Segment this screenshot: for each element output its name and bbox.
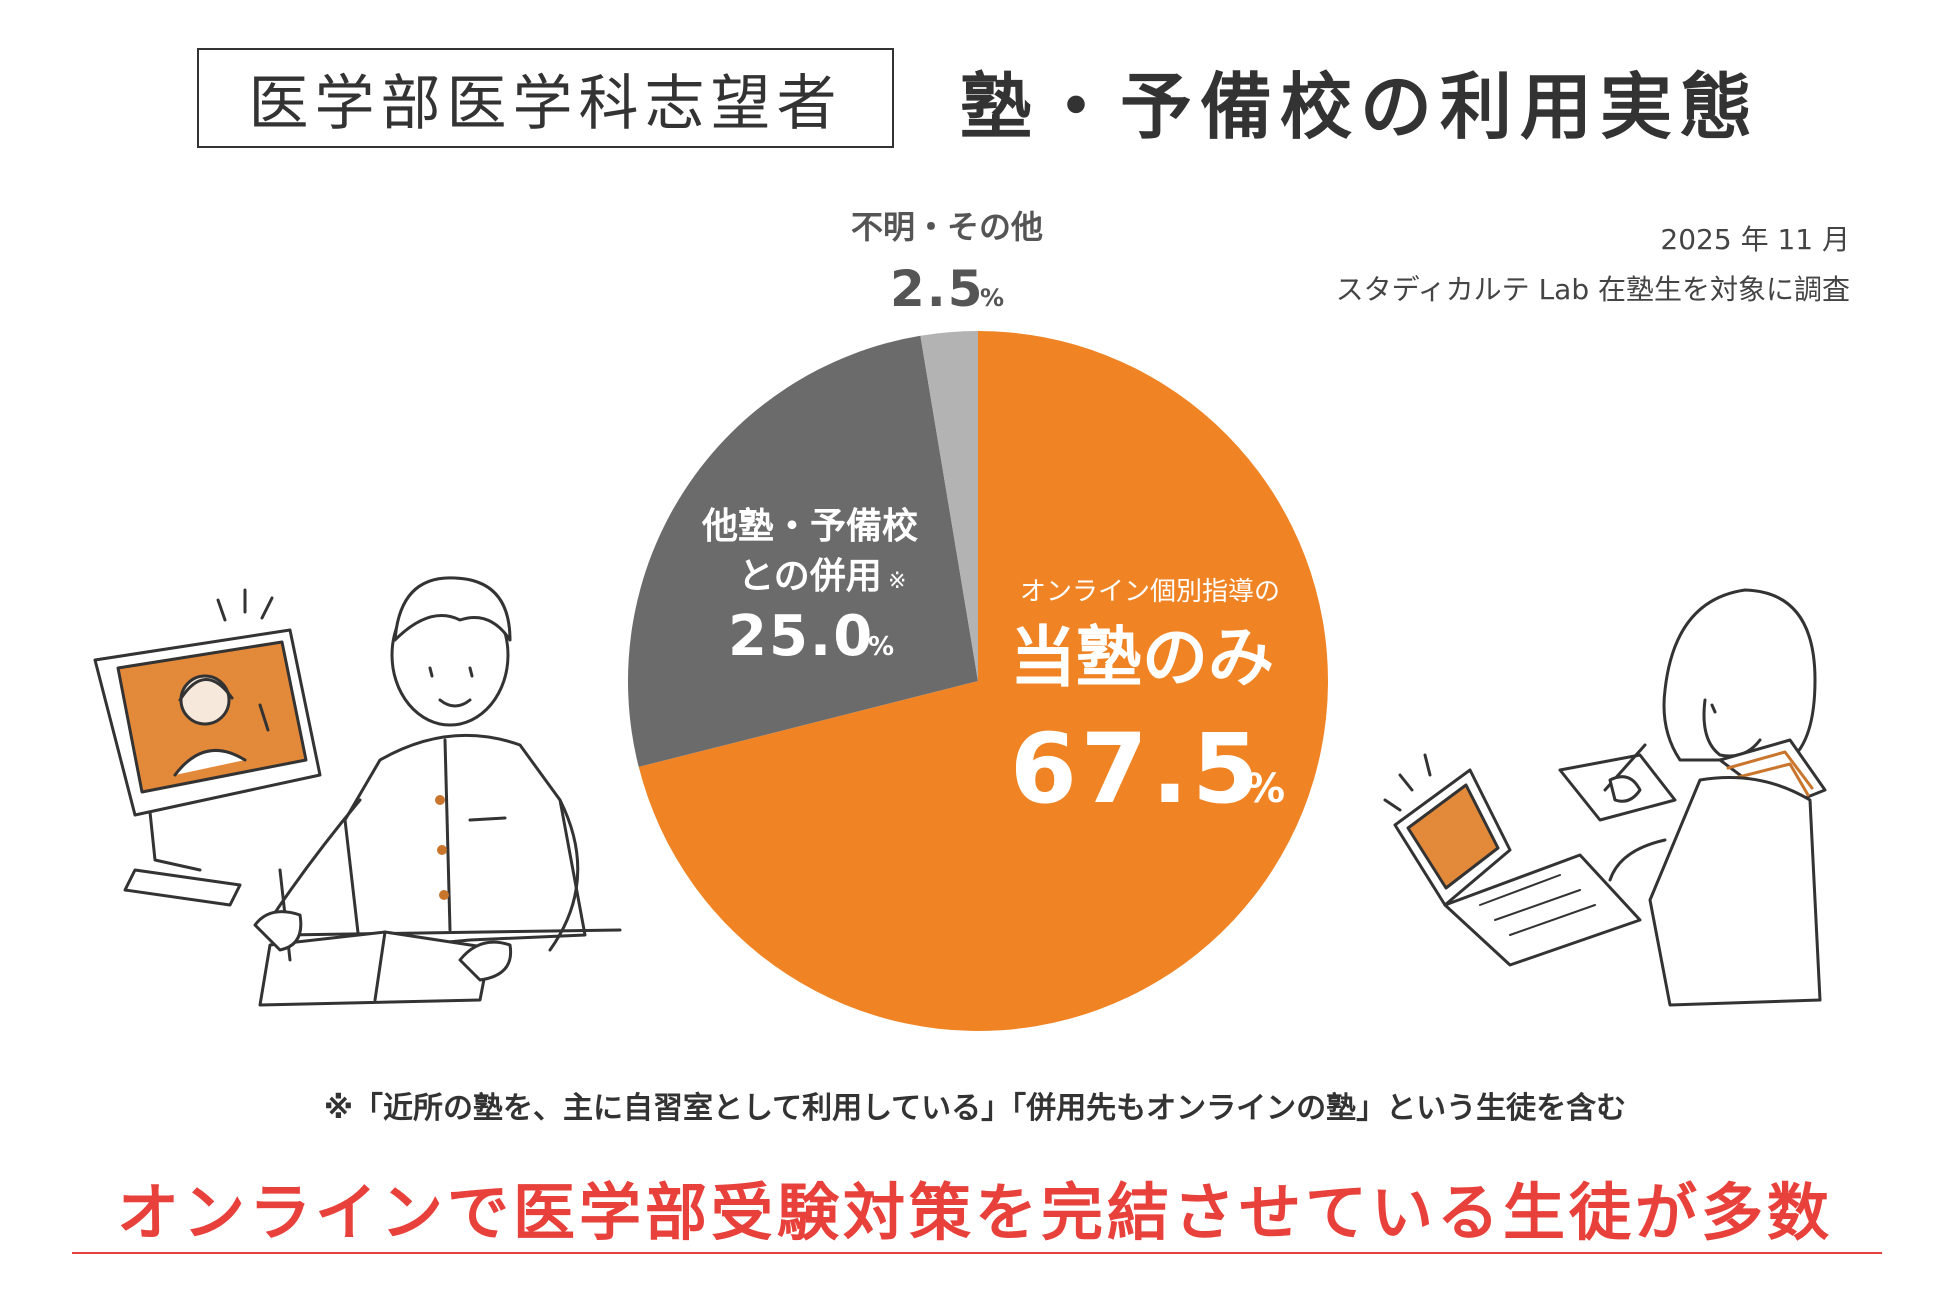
slice-main-unit: % — [1245, 766, 1285, 812]
slice-combined-label-line1: 他塾・予備校 — [701, 506, 918, 547]
survey-date: 2025 年 11 月 — [1660, 223, 1850, 256]
slice-combined-unit: % — [868, 632, 894, 662]
slice-combined-label-line2: との併用 — [738, 556, 882, 597]
slice-combined-value: 25.0 — [728, 604, 874, 669]
audience-label: 医学部医学科志望者 — [248, 68, 843, 139]
pie-slice-combined — [628, 335, 978, 767]
pie-slice-other — [920, 331, 978, 681]
student-boy-illustration — [93, 576, 622, 1007]
survey-note: スタディカルテ Lab 在塾生を対象に調査 — [1335, 273, 1850, 306]
slice-main-sublabel: オンライン個別指導の — [1020, 577, 1280, 607]
page-title: 塾・予備校の利用実態 — [960, 64, 1761, 149]
conclusion-headline: オンラインで医学部受験対策を完結させている生徒が多数 — [116, 1176, 1833, 1249]
slice-other-label: 不明・その他 — [851, 208, 1043, 246]
slice-other-value: 2.5 — [890, 260, 985, 318]
slice-other-unit: % — [980, 284, 1004, 312]
slice-combined-note-mark: ※ — [888, 569, 906, 594]
audience-label-box: 医学部医学科志望者 — [197, 48, 894, 148]
slice-main-value: 67.5 — [1010, 713, 1263, 825]
pie-slice-main — [638, 331, 1328, 1031]
pie-slices — [628, 331, 1328, 1031]
conclusion-underline — [72, 1252, 1882, 1254]
footnote: ※「近所の塾を、主に自習室として利用している」「併用先もオンラインの塾」という生… — [323, 1091, 1627, 1126]
slice-main-label: 当塾のみ — [1010, 619, 1274, 696]
student-girl-illustration — [1383, 588, 1827, 1007]
